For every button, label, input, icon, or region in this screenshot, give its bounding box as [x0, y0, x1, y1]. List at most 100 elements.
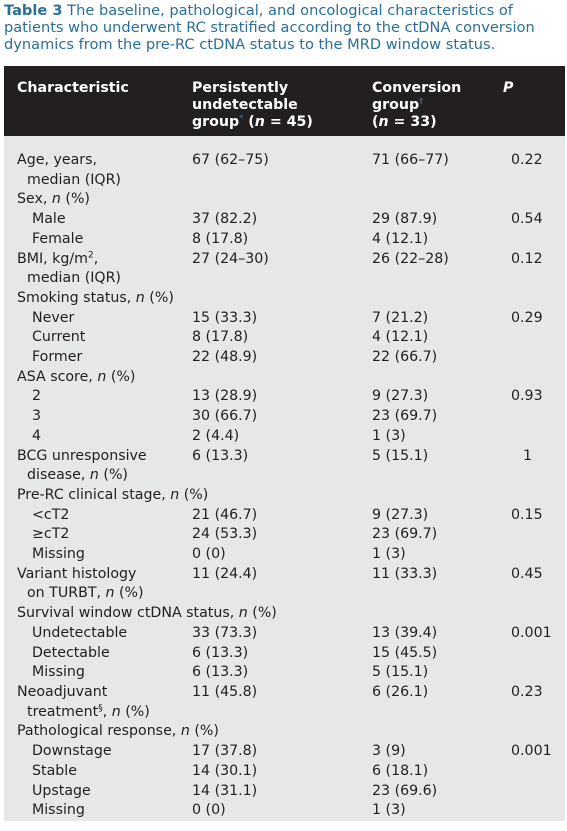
table-row: 2 13 (28.9) 9 (27.3) 0.93 — [4, 387, 565, 408]
cell-characteristic: BCG unresponsive disease, n (%) — [4, 447, 188, 486]
cell-persistent-value: 24 (53.3) — [192, 526, 258, 543]
characteristic-label: Smoking status, n (%) — [17, 289, 174, 306]
cell-characteristic: Former — [4, 348, 188, 368]
cell-characteristic: Detectable — [4, 644, 188, 664]
cell-conversion-value: 7 (21.2) — [372, 309, 429, 326]
characteristic-label-continued: treatment§, n (%) — [27, 702, 150, 720]
header-persistent-group: Persistently undetectable group* (n = 45… — [188, 66, 368, 136]
characteristic-label: Never — [32, 309, 75, 326]
cell-persistent-value: 33 (73.3) — [192, 624, 258, 641]
cell-p-value — [503, 644, 565, 664]
cell-p-value — [503, 663, 565, 683]
header-persistent-n: (n = 45) — [248, 114, 313, 130]
caption-text: The baseline, pathological, and oncologi… — [4, 2, 535, 53]
table-row: Undetectable 33 (73.3) 13 (39.4) 0.001 — [4, 623, 565, 644]
characteristic-label: Female — [32, 230, 84, 247]
cell-p-value: 0.93 — [511, 388, 543, 405]
characteristic-label: BCG unresponsive — [17, 447, 147, 464]
cell-characteristic: Variant histology on TURBT, n (%) — [4, 565, 188, 604]
table-row: Pre-RC clinical stage, n (%) — [4, 485, 565, 506]
table-caption: Table 3 The baseline, pathological, and … — [4, 2, 564, 53]
cell-persistent-value: 13 (28.9) — [192, 388, 258, 405]
cell-characteristic: Sex, n (%) — [4, 190, 565, 210]
cell-characteristic: ≥cT2 — [4, 525, 188, 545]
characteristic-label: Survival window ctDNA status, n (%) — [17, 605, 277, 622]
header-persistent-line2: undetectable — [192, 97, 298, 113]
cell-persistent-value: 8 (17.8) — [192, 329, 249, 346]
cell-conversion-value: 11 (33.3) — [372, 565, 438, 582]
characteristic-label: Detectable — [32, 644, 110, 661]
cell-conversion-value: 4 (12.1) — [372, 329, 429, 346]
cell-characteristic: 2 — [4, 387, 188, 407]
table-row: Age, years, median (IQR) 67 (62–75) 71 (66–… — [4, 136, 565, 191]
cell-conversion-value: 15 (45.5) — [372, 644, 438, 661]
header-p-label: P — [503, 80, 514, 96]
characteristic-label-continued: median (IQR) — [27, 270, 121, 287]
header-conversion-group: Conversion group† (n = 33) — [368, 66, 503, 136]
cell-p-value — [503, 545, 565, 565]
cell-persistent-value: 15 (33.3) — [192, 309, 258, 326]
table-row: BCG unresponsive disease, n (%) 6 (13.3) 5 … — [4, 446, 565, 486]
cell-conversion-value: 6 (18.1) — [372, 762, 429, 779]
cell-conversion-value: 5 (15.1) — [372, 664, 429, 681]
cell-characteristic: ASA score, n (%) — [4, 368, 565, 388]
characteristic-label-continued: median (IQR) — [27, 171, 121, 188]
cell-persistent-value: 27 (24–30) — [192, 250, 269, 267]
cell-characteristic: Stable — [4, 762, 188, 782]
cell-conversion-value: 3 (9) — [372, 743, 406, 760]
cell-characteristic: Neoadjuvant treatment§, n (%) — [4, 683, 188, 722]
cell-characteristic: Upstage — [4, 782, 188, 802]
cell-persistent-value: 2 (4.4) — [192, 427, 240, 444]
cell-persistent-value: 14 (30.1) — [192, 762, 258, 779]
cell-characteristic: Survival window ctDNA status, n (%) — [4, 604, 565, 624]
cell-persistent-value: 6 (13.3) — [192, 447, 249, 464]
cell-p-value — [503, 525, 565, 545]
cell-characteristic: Missing — [4, 801, 188, 821]
cell-characteristic: 3 — [4, 407, 188, 427]
table-row: Survival window ctDNA status, n (%) — [4, 604, 565, 624]
characteristic-label: 4 — [32, 427, 42, 444]
cell-conversion-value: 13 (39.4) — [372, 624, 438, 641]
characteristic-label: ASA score, n (%) — [17, 368, 136, 385]
characteristic-label: Stable — [32, 762, 77, 779]
characteristic-label: Downstage — [32, 743, 112, 760]
cell-p-value — [503, 801, 565, 821]
cell-p-value: 0.22 — [511, 152, 543, 168]
cell-p-value: 0.001 — [511, 743, 552, 760]
characteristic-label: 2 — [32, 388, 42, 405]
cell-conversion-value: 5 (15.1) — [372, 447, 429, 464]
table-row: ≥cT2 24 (53.3) 23 (69.7) — [4, 525, 565, 546]
characteristic-label: BMI, kg/m2, — [17, 249, 99, 267]
header-persistent-line1: Persistently — [192, 80, 289, 96]
cell-conversion-value: 4 (12.1) — [372, 230, 429, 247]
cell-persistent-value: 67 (62–75) — [192, 152, 269, 168]
cell-conversion-value: 23 (69.7) — [372, 526, 438, 543]
table-row: BMI, kg/m2, median (IQR) 27 (24–30) 26 (22–… — [4, 249, 565, 289]
cell-conversion-value: 9 (27.3) — [372, 388, 429, 405]
header-characteristic: Characteristic — [4, 66, 188, 136]
cell-conversion-value: 1 (3) — [372, 427, 406, 444]
header-persistent-group-word: group — [192, 114, 240, 130]
characteristic-label: Missing — [32, 664, 85, 681]
cell-conversion-value: 6 (26.1) — [372, 683, 429, 700]
table-row: Former 22 (48.9) 22 (66.7) — [4, 348, 565, 368]
table-row: Never 15 (33.3) 7 (21.2) 0.29 — [4, 308, 565, 329]
table-row: Downstage 17 (37.8) 3 (9) 0.001 — [4, 742, 565, 762]
cell-p-value — [503, 348, 565, 368]
cell-characteristic: Never — [4, 309, 188, 329]
table-row: 4 2 (4.4) 1 (3) — [4, 426, 565, 447]
cell-persistent-value: 0 (0) — [192, 546, 226, 563]
characteristic-label: 3 — [32, 408, 42, 425]
table-row: Missing 0 (0) 1 (3) — [4, 801, 565, 821]
table-row: Pathological response, n (%) — [4, 722, 565, 743]
header-characteristic-label: Characteristic — [17, 80, 129, 96]
characteristic-label: Former — [32, 349, 83, 366]
cell-p-value: 0.54 — [511, 211, 543, 228]
cell-persistent-value: 37 (82.2) — [192, 211, 258, 228]
cell-p-value: 0.001 — [511, 624, 552, 641]
cell-characteristic: Male — [4, 210, 188, 230]
table-row: ASA score, n (%) — [4, 367, 565, 388]
cell-characteristic: Smoking status, n (%) — [4, 289, 565, 309]
cell-conversion-value: 71 (66–77) — [372, 152, 449, 168]
table-row: Male 37 (82.2) 29 (87.9) 0.54 — [4, 210, 565, 230]
